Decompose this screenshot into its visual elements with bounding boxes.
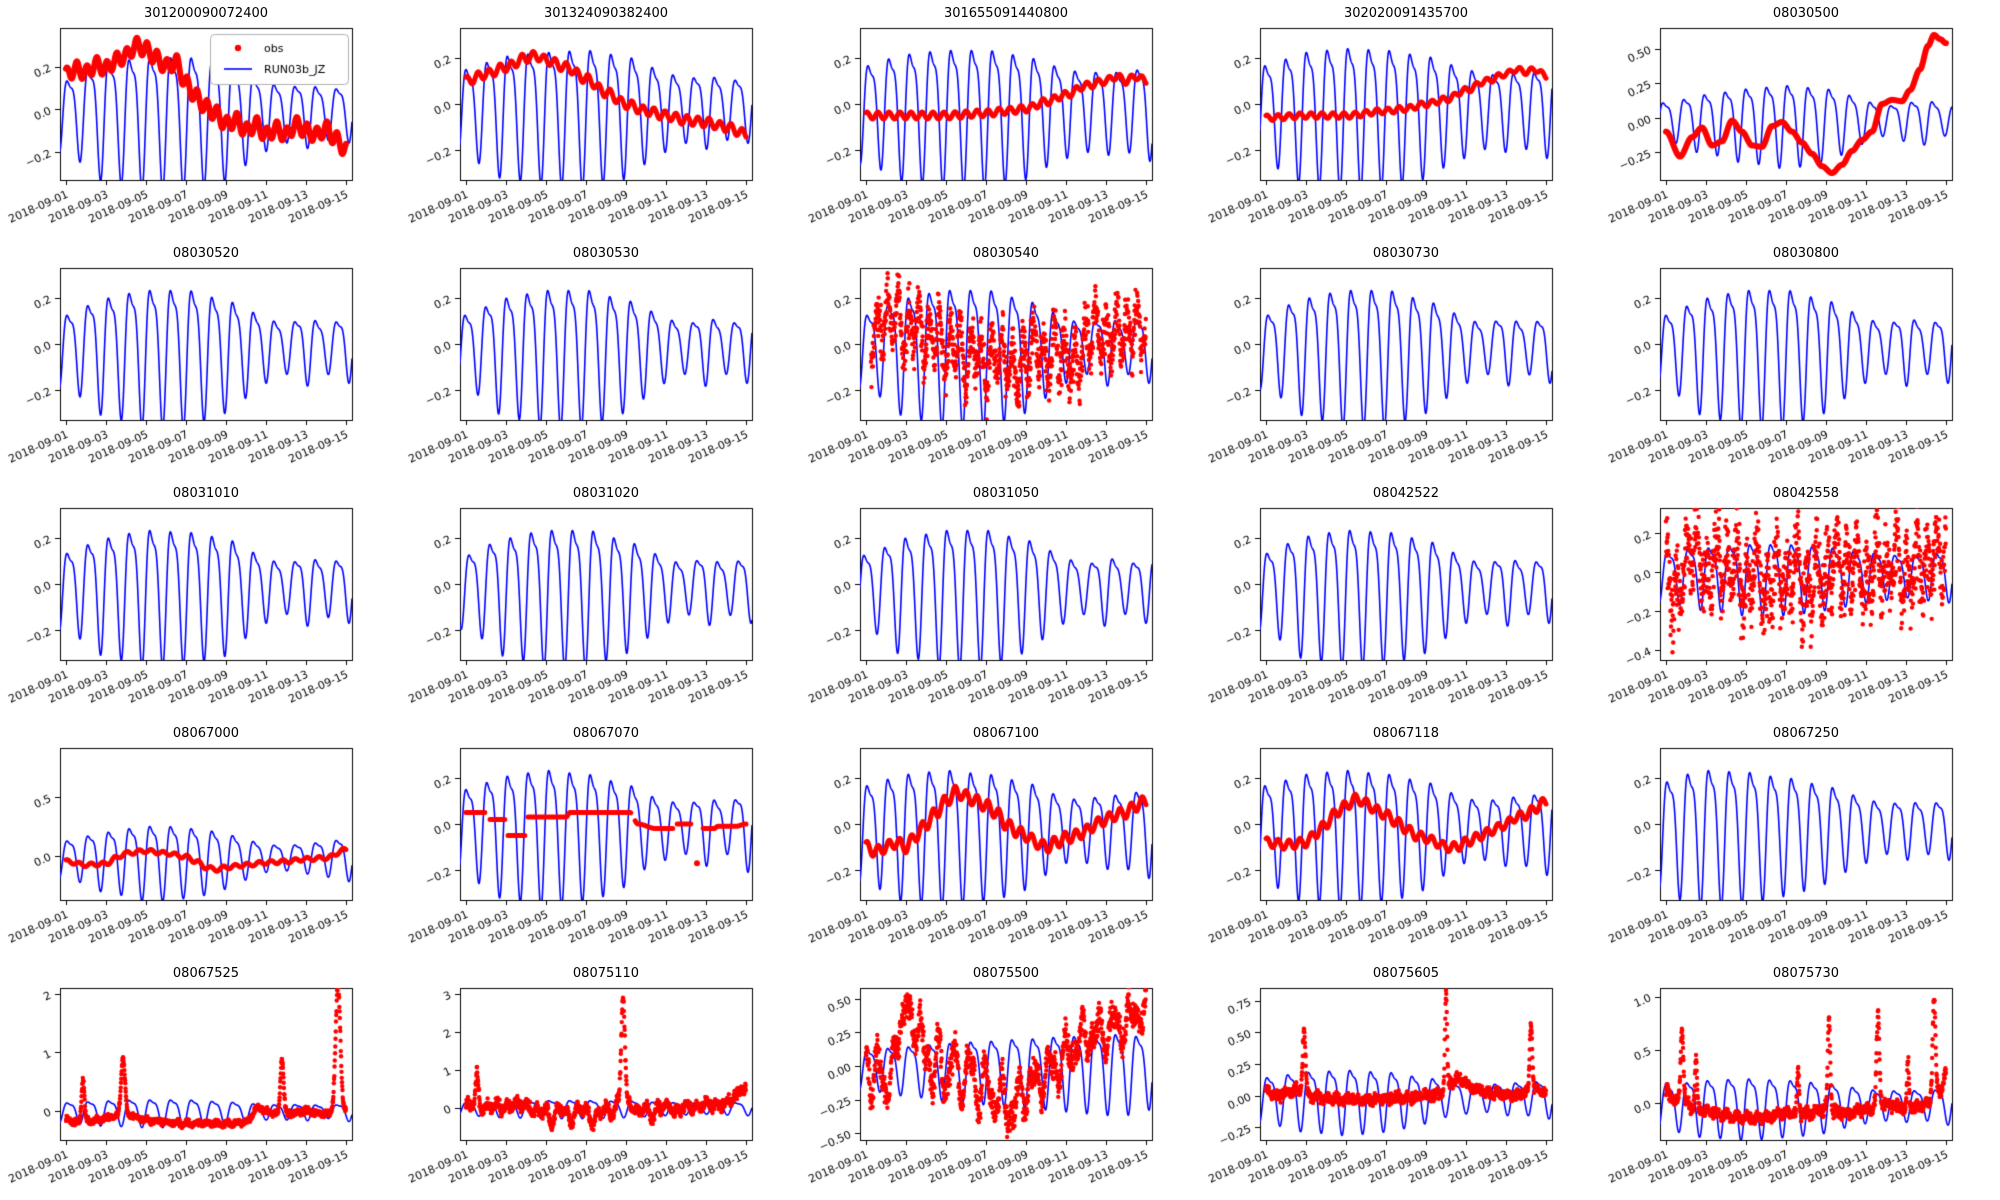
plot-canvas bbox=[1600, 0, 2000, 240]
plot-canvas bbox=[400, 240, 800, 480]
plot-canvas bbox=[800, 0, 1200, 240]
subplot-title: 08067525 bbox=[172, 966, 240, 981]
subplot-08067525: 08067525 bbox=[0, 960, 400, 1200]
subplot-title: 08075730 bbox=[1772, 966, 1840, 981]
subplot-08030540: 08030540 bbox=[800, 240, 1200, 480]
subplot-08042558: 08042558 bbox=[1600, 480, 2000, 720]
plot-canvas bbox=[1200, 0, 1600, 240]
plot-canvas bbox=[0, 480, 400, 720]
subplot-title: 08075110 bbox=[572, 966, 640, 981]
plot-canvas bbox=[0, 0, 400, 240]
subplot-301200090072400: 301200090072400 bbox=[0, 0, 400, 240]
subplot-title: 301200090072400 bbox=[143, 6, 269, 21]
plot-canvas bbox=[1600, 480, 2000, 720]
subplot-08030530: 08030530 bbox=[400, 240, 800, 480]
subplot-title: 08067250 bbox=[1772, 726, 1840, 741]
subplot-title: 301655091440800 bbox=[943, 6, 1069, 21]
plot-canvas bbox=[1200, 720, 1600, 960]
plot-canvas bbox=[800, 720, 1200, 960]
subplot-08075605: 08075605 bbox=[1200, 960, 1600, 1200]
plot-canvas bbox=[0, 240, 400, 480]
subplot-08030730: 08030730 bbox=[1200, 240, 1600, 480]
subplot-08075500: 08075500 bbox=[800, 960, 1200, 1200]
plot-canvas bbox=[800, 960, 1200, 1200]
subplot-title: 08030530 bbox=[572, 246, 640, 261]
subplot-title: 08030540 bbox=[972, 246, 1040, 261]
subplot-302020091435700: 302020091435700 bbox=[1200, 0, 1600, 240]
subplot-title: 08031010 bbox=[172, 486, 240, 501]
plot-canvas bbox=[1600, 240, 2000, 480]
plot-canvas bbox=[1200, 240, 1600, 480]
subplot-title: 08031050 bbox=[972, 486, 1040, 501]
subplot-title: 08067070 bbox=[572, 726, 640, 741]
subplot-title: 08030730 bbox=[1372, 246, 1440, 261]
subplot-08067118: 08067118 bbox=[1200, 720, 1600, 960]
plot-canvas bbox=[1600, 720, 2000, 960]
plot-canvas bbox=[1600, 960, 2000, 1200]
subplot-301655091440800: 301655091440800 bbox=[800, 0, 1200, 240]
subplot-08031050: 08031050 bbox=[800, 480, 1200, 720]
subplot-08067100: 08067100 bbox=[800, 720, 1200, 960]
plot-canvas bbox=[400, 960, 800, 1200]
subplot-title: 08075605 bbox=[1372, 966, 1440, 981]
plot-canvas bbox=[400, 720, 800, 960]
plot-canvas bbox=[800, 480, 1200, 720]
subplot-title: 08067100 bbox=[972, 726, 1040, 741]
subplot-301324090382400: 301324090382400 bbox=[400, 0, 800, 240]
subplot-08067070: 08067070 bbox=[400, 720, 800, 960]
subplot-08075730: 08075730 bbox=[1600, 960, 2000, 1200]
subplot-title: 08042558 bbox=[1772, 486, 1840, 501]
plot-canvas bbox=[1200, 960, 1600, 1200]
plot-canvas bbox=[1200, 480, 1600, 720]
subplot-title: 08031020 bbox=[572, 486, 640, 501]
subplot-title: 08030800 bbox=[1772, 246, 1840, 261]
subplot-title: 301324090382400 bbox=[543, 6, 669, 21]
subplot-title: 08030520 bbox=[172, 246, 240, 261]
subplot-08030520: 08030520 bbox=[0, 240, 400, 480]
subplot-title: 08067000 bbox=[172, 726, 240, 741]
plot-canvas bbox=[0, 960, 400, 1200]
subplot-title: 302020091435700 bbox=[1343, 6, 1469, 21]
subplot-08031010: 08031010 bbox=[0, 480, 400, 720]
subplot-08030800: 08030800 bbox=[1600, 240, 2000, 480]
plot-canvas bbox=[400, 0, 800, 240]
subplot-08067250: 08067250 bbox=[1600, 720, 2000, 960]
subplot-08075110: 08075110 bbox=[400, 960, 800, 1200]
subplot-title: 08042522 bbox=[1372, 486, 1440, 501]
subplot-08031020: 08031020 bbox=[400, 480, 800, 720]
subplot-08030500: 08030500 bbox=[1600, 0, 2000, 240]
plot-canvas bbox=[0, 720, 400, 960]
subplot-08042522: 08042522 bbox=[1200, 480, 1600, 720]
subplot-title: 08067118 bbox=[1372, 726, 1440, 741]
plot-canvas bbox=[400, 480, 800, 720]
subplot-title: 08075500 bbox=[972, 966, 1040, 981]
subplot-title: 08030500 bbox=[1772, 6, 1840, 21]
subplot-08067000: 08067000 bbox=[0, 720, 400, 960]
plot-canvas bbox=[800, 240, 1200, 480]
